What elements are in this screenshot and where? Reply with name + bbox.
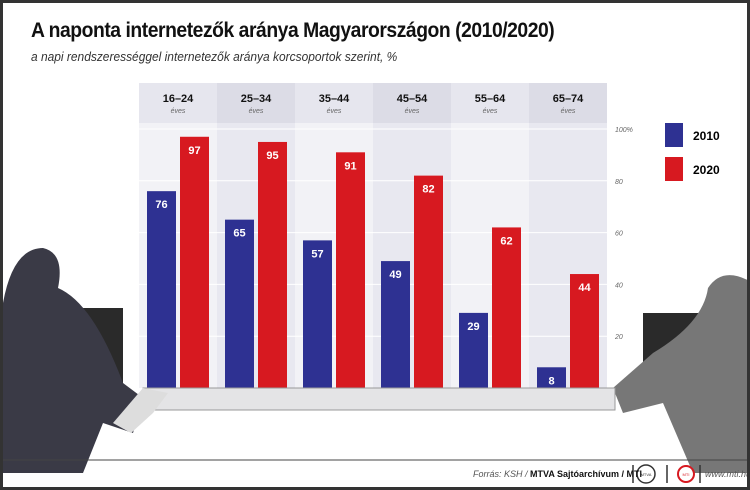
person-right-silhouette — [613, 275, 747, 473]
data-label: 62 — [500, 235, 512, 247]
bar-chart: 16–24 éves 25–34 éves 35–44 éves 45–54 éves 55–6… — [3, 83, 747, 484]
data-label: 49 — [389, 269, 401, 281]
category-sublabel: éves — [561, 108, 576, 115]
category-sublabel: éves — [171, 108, 186, 115]
bar-2010 — [225, 219, 254, 388]
data-label: 8 — [548, 375, 554, 387]
mtva-logo — [636, 464, 656, 484]
mti-logo-text: MTI — [683, 472, 690, 477]
legend-swatch-2010 — [665, 123, 683, 147]
category-sublabel: éves — [483, 108, 498, 115]
hand-left — [113, 388, 168, 433]
category-sublabel: éves — [327, 108, 342, 115]
category-label: 65–74 — [553, 93, 584, 105]
column-header — [451, 83, 529, 123]
data-label: 76 — [155, 199, 167, 211]
legend-label-2020: 2020 — [693, 163, 720, 177]
data-label: 82 — [422, 184, 434, 196]
column-header — [373, 83, 451, 123]
y-tick-label: 100% — [615, 127, 633, 134]
category-sublabel: éves — [249, 108, 264, 115]
y-tick-label: 20 — [614, 334, 623, 341]
column-header — [217, 83, 295, 123]
y-tick-label: 40 — [615, 282, 623, 289]
legend-swatch-2020 — [665, 157, 683, 181]
bar-2010 — [147, 191, 176, 388]
legend-label-2010: 2010 — [693, 129, 720, 143]
data-label: 57 — [311, 248, 323, 260]
data-label: 91 — [344, 160, 356, 172]
data-label: 29 — [467, 321, 479, 333]
category-label: 35–44 — [319, 93, 350, 105]
bar-2020 — [492, 227, 521, 388]
mtva-logo-text: MTVA — [641, 472, 652, 477]
bar-2010 — [303, 240, 332, 388]
column-header — [139, 83, 217, 123]
column-header — [529, 83, 607, 123]
y-tick-label: 60 — [615, 231, 623, 238]
data-label: 95 — [266, 150, 278, 162]
bar-2020 — [336, 152, 365, 388]
data-label: 44 — [578, 282, 591, 294]
person-left-silhouette — [3, 248, 143, 473]
bar-2010 — [459, 312, 488, 388]
category-label: 16–24 — [163, 93, 194, 105]
bar-2020 — [570, 274, 599, 388]
mti-logo — [677, 465, 695, 483]
category-label: 25–34 — [241, 93, 272, 105]
category-label: 45–54 — [397, 93, 428, 105]
bar-2010 — [381, 261, 410, 388]
source-prefix: Forrás: KSH / — [473, 469, 531, 479]
bar-2010 — [537, 367, 566, 388]
category-label: 55–64 — [475, 93, 506, 105]
desk-surface — [142, 387, 616, 411]
data-label: 65 — [233, 228, 245, 240]
source-bold: MTVA Sajtóarchívum / MTI — [530, 469, 643, 479]
bar-2020 — [180, 136, 209, 388]
bar-2020 — [414, 175, 443, 388]
y-tick-label: 80 — [615, 179, 623, 186]
column-header — [295, 83, 373, 123]
chart-subtitle: a napi rendszerességgel internetezők ará… — [31, 49, 398, 64]
data-label: 97 — [188, 145, 200, 157]
chart-title: A naponta internetezők aránya Magyarorsz… — [31, 19, 555, 42]
source-credit: Forrás: KSH / MTVA Sajtóarchívum / MTI — [473, 469, 642, 479]
bar-2020 — [258, 141, 287, 388]
website-link[interactable]: www.mti.hu — [705, 469, 750, 479]
category-sublabel: éves — [405, 108, 420, 115]
